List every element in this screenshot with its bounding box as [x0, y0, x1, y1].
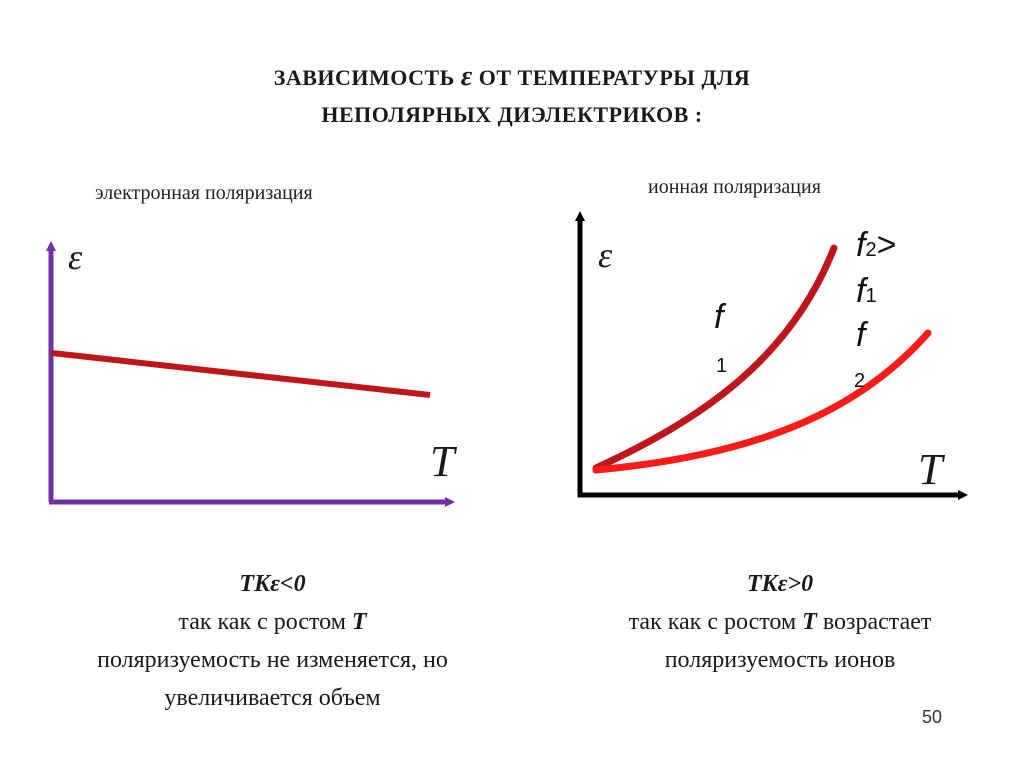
legend-line1-sub: 2 — [865, 239, 877, 261]
page-number: 50 — [921, 707, 942, 727]
right-caption-line1-after: возрастает — [816, 609, 932, 635]
legend-f2-second: f — [856, 316, 865, 355]
left-tk: TKε<0 — [239, 571, 306, 597]
legend-f1: f1 — [856, 272, 877, 311]
left-caption-line2: поляризуемость не изменяется, но — [97, 647, 448, 673]
right-caption: TKε>0 так как с ростом T возрастает поля… — [545, 565, 1015, 679]
curve-f1 — [592, 244, 838, 472]
right-y-axis-label: ε — [598, 235, 613, 275]
slide-title-line2: НЕПОЛЯРНЫХ ДИЭЛЕКТРИКОВ : — [0, 100, 1024, 130]
legend-line1-f: f — [856, 226, 866, 264]
legend-line2-sub: 1 — [865, 285, 877, 307]
left-caption-line1-bold: T — [351, 609, 367, 635]
slide-title: ЗАВИСИМОСТЬ ε ОТ ТЕМПЕРАТУРЫ ДЛЯ — [0, 62, 1024, 93]
curve-f1-label-f: f — [714, 298, 724, 336]
right-caption-line1: так как с ростом T возрастает — [545, 603, 1015, 641]
left-caption-line1-text: так как с ростом — [178, 609, 352, 635]
right-caption-line1-text: так как с ростом — [628, 609, 803, 635]
right-subtitle: ионная поляризация — [648, 176, 821, 198]
title-epsilon-symbol: ε — [460, 61, 473, 92]
right-caption-line1-bold: T — [802, 609, 817, 635]
right-tk: TKε>0 — [746, 571, 814, 597]
legend-f2: f2> — [856, 226, 896, 265]
right-x-axis-label: T — [918, 445, 943, 494]
right-caption-line2: поляризуемость ионов — [664, 647, 896, 673]
legend-line3-f: f — [856, 316, 866, 354]
curve-f1-label-sub: 1 — [716, 355, 728, 377]
title-line1-after: ОТ ТЕМПЕРАТУРЫ ДЛЯ — [478, 65, 751, 90]
title-line2: НЕПОЛЯРНЫХ ДИЭЛЕКТРИКОВ : — [321, 102, 703, 127]
left-caption: TKε<0 так как с ростом T поляризуемость … — [0, 565, 545, 717]
left-y-axis-label: ε — [68, 237, 83, 277]
legend-line2-f: f — [856, 272, 866, 310]
title-line1-before: ЗАВИСИМОСТЬ — [273, 65, 455, 90]
left-x-axis-label: T — [430, 437, 455, 486]
left-caption-line3: увеличивается объем — [164, 685, 381, 711]
legend-line3-sub: 2 — [854, 370, 866, 392]
curve-f2 — [592, 329, 932, 474]
left-caption-line1: так как с ростом T — [0, 603, 545, 641]
left-epsilon-line — [51, 350, 431, 398]
legend-line1-rel: > — [876, 226, 897, 264]
left-subtitle: электронная поляризация — [95, 182, 313, 204]
